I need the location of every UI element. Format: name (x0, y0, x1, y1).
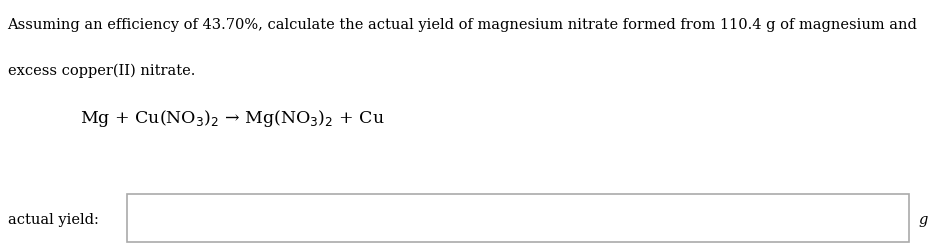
Text: Assuming an efficiency of 43.70%, calculate the actual yield of magnesium nitrat: Assuming an efficiency of 43.70%, calcul… (8, 18, 918, 32)
Text: excess copper(II) nitrate.: excess copper(II) nitrate. (8, 63, 195, 77)
Text: actual yield:: actual yield: (8, 212, 98, 226)
Text: g: g (918, 212, 928, 226)
Bar (127, 194, 909, 242)
Text: Mg + Cu(NO$_3$)$_2$ → Mg(NO$_3$)$_2$ + Cu: Mg + Cu(NO$_3$)$_2$ → Mg(NO$_3$)$_2$ + C… (80, 107, 384, 128)
